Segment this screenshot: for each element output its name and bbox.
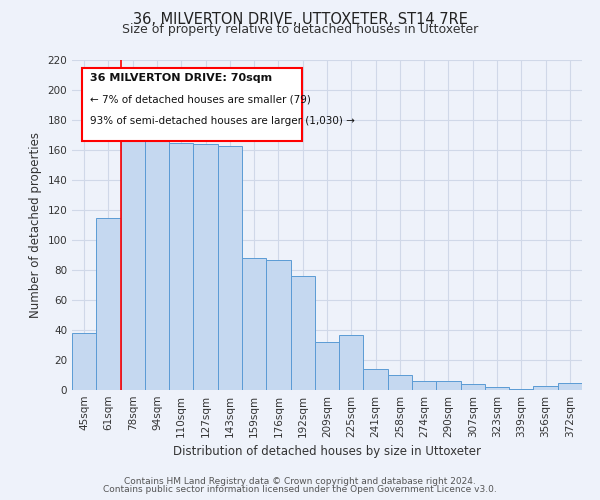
Bar — [72, 333, 96, 390]
Text: ← 7% of detached houses are smaller (79): ← 7% of detached houses are smaller (79) — [90, 94, 311, 104]
Bar — [266, 260, 290, 390]
FancyBboxPatch shape — [82, 68, 302, 141]
Bar — [388, 375, 412, 390]
Bar — [193, 144, 218, 390]
Bar — [315, 342, 339, 390]
Bar — [339, 334, 364, 390]
Bar — [485, 387, 509, 390]
Bar — [509, 388, 533, 390]
Bar — [242, 258, 266, 390]
Text: Contains HM Land Registry data © Crown copyright and database right 2024.: Contains HM Land Registry data © Crown c… — [124, 477, 476, 486]
Text: 36, MILVERTON DRIVE, UTTOXETER, ST14 7RE: 36, MILVERTON DRIVE, UTTOXETER, ST14 7RE — [133, 12, 467, 28]
Bar — [121, 116, 145, 390]
Bar — [412, 381, 436, 390]
Bar — [533, 386, 558, 390]
X-axis label: Distribution of detached houses by size in Uttoxeter: Distribution of detached houses by size … — [173, 446, 481, 458]
Text: 93% of semi-detached houses are larger (1,030) →: 93% of semi-detached houses are larger (… — [90, 116, 355, 126]
Bar — [461, 384, 485, 390]
Text: Size of property relative to detached houses in Uttoxeter: Size of property relative to detached ho… — [122, 22, 478, 36]
Y-axis label: Number of detached properties: Number of detached properties — [29, 132, 42, 318]
Bar — [145, 122, 169, 390]
Bar — [558, 382, 582, 390]
Bar — [290, 276, 315, 390]
Text: Contains public sector information licensed under the Open Government Licence v3: Contains public sector information licen… — [103, 485, 497, 494]
Bar — [436, 381, 461, 390]
Bar — [96, 218, 121, 390]
Bar — [218, 146, 242, 390]
Text: 36 MILVERTON DRIVE: 70sqm: 36 MILVERTON DRIVE: 70sqm — [90, 73, 272, 83]
Bar — [364, 369, 388, 390]
Bar — [169, 142, 193, 390]
